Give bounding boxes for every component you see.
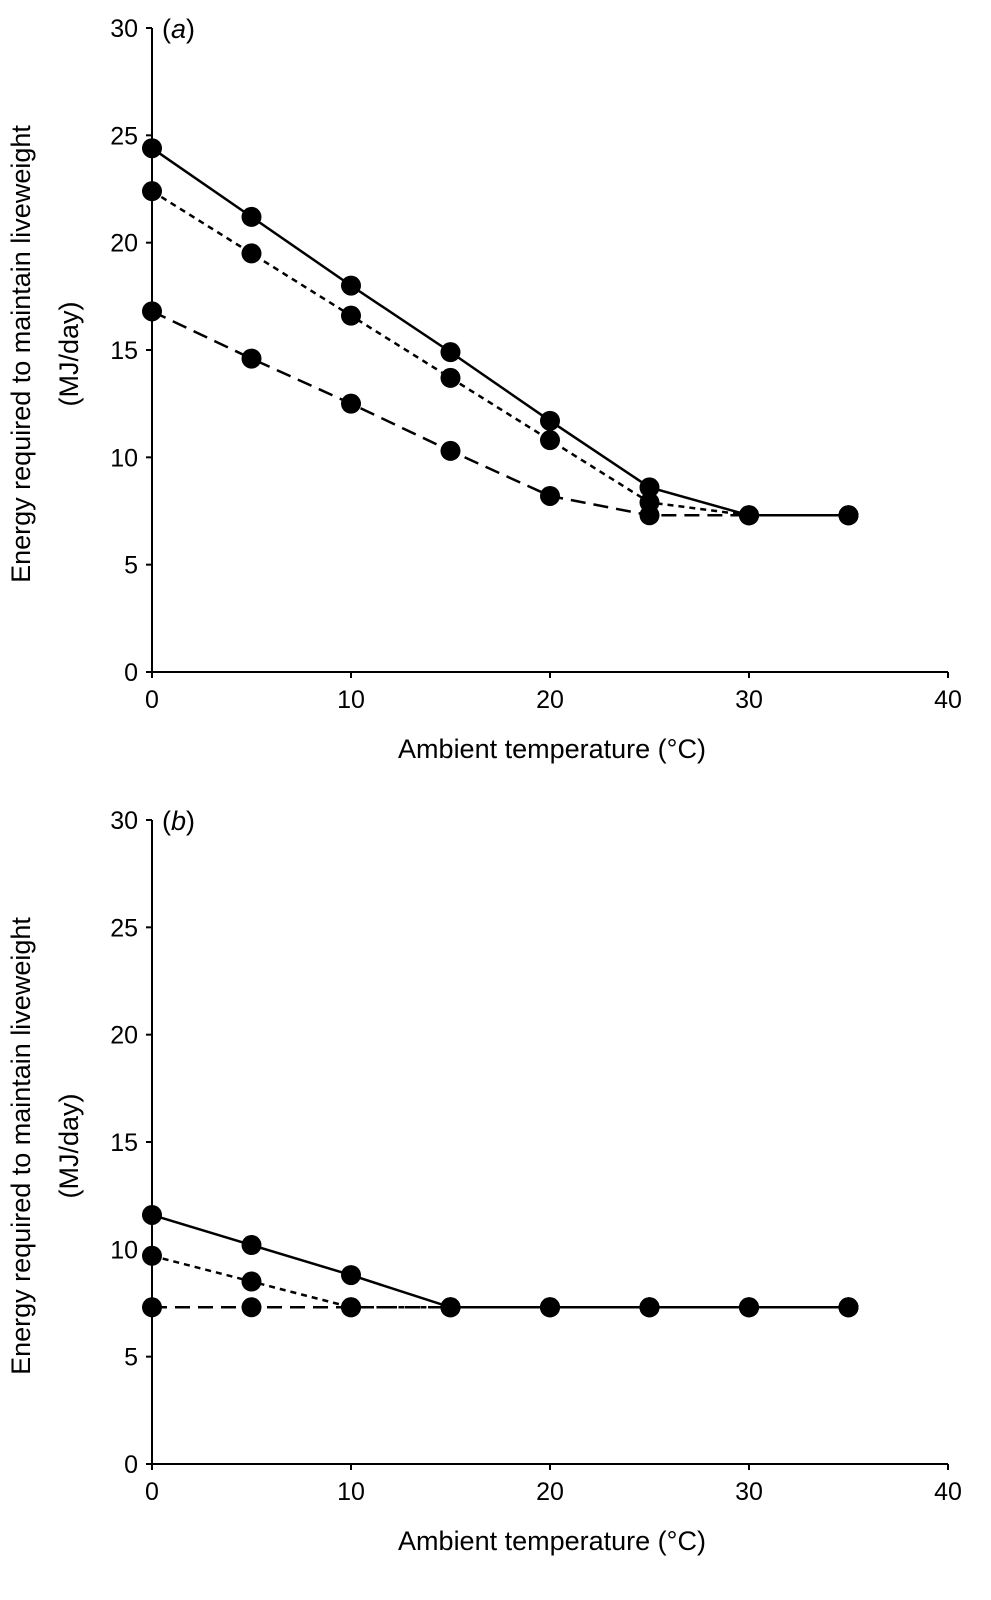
data-point-solid: [142, 1204, 162, 1225]
data-point-dotted: [241, 243, 262, 264]
x-tick-label: 10: [337, 686, 365, 714]
data-point-solid: [341, 1265, 361, 1286]
data-point-solid: [241, 1235, 262, 1256]
series-line-solid: [151, 147, 849, 517]
y-tick-label: 5: [124, 552, 138, 580]
y-tick-label: 15: [110, 1129, 138, 1157]
data-point-dashed: [639, 1297, 660, 1318]
y-tick-label: 0: [124, 659, 138, 687]
series-line-dotted: [151, 190, 849, 517]
data-point-solid: [440, 342, 461, 363]
panel-label: (b): [162, 806, 195, 836]
data-point-dashed: [739, 505, 759, 526]
data-point-solid: [341, 275, 361, 296]
data-point-dotted: [142, 1245, 162, 1266]
y-axis-title-line-1: Energy required to maintain liveweight: [6, 917, 36, 1375]
data-point-dashed: [241, 1297, 262, 1318]
y-tick-label: 25: [110, 122, 138, 150]
data-point-solid: [142, 138, 162, 159]
y-tick-label: 30: [110, 15, 138, 43]
panel-b: 0 5 10 15 20 25 30 0 10 20 30 40 Ambient temperature…: [6, 806, 962, 1556]
data-point-dashed: [241, 348, 262, 369]
data-point-dashed: [739, 1297, 759, 1318]
x-tick-label: 0: [145, 686, 159, 714]
data-point-dashed: [142, 301, 162, 322]
data-point-solid: [241, 206, 262, 227]
y-tick-label: 0: [124, 1451, 138, 1479]
x-tick-label: 40: [934, 686, 962, 714]
x-tick-label: 10: [337, 1478, 365, 1506]
data-point-dotted: [440, 367, 461, 388]
y-tick-label: 20: [110, 230, 138, 258]
y-tick-label: 20: [110, 1022, 138, 1050]
data-point-dashed: [440, 1297, 461, 1318]
y-tick-label: 30: [110, 807, 138, 835]
data-point-dashed: [540, 1297, 560, 1318]
data-point-dotted: [341, 305, 361, 326]
data-point-dashed: [341, 393, 361, 414]
x-tick-label: 40: [934, 1478, 962, 1506]
x-tick-label: 20: [536, 1478, 564, 1506]
data-point-dashed: [639, 505, 660, 526]
y-tick-label: 25: [110, 914, 138, 942]
data-point-dashed: [838, 1297, 859, 1318]
y-axis-title-line-2: (MJ/day): [54, 301, 84, 406]
x-axis-title: Ambient temperature (°C): [398, 1526, 706, 1556]
series-line-solid: [151, 1213, 849, 1309]
data-point-dashed: [142, 1297, 162, 1318]
panel-a: 0 5 10 15 20 25 30 0 10 20 30 40 Ambient temperature…: [6, 14, 962, 764]
data-point-dotted: [241, 1271, 262, 1292]
y-tick-label: 10: [110, 1236, 138, 1264]
x-tick-label: 30: [735, 686, 763, 714]
data-point-dashed: [540, 485, 560, 506]
data-point-solid: [540, 410, 560, 431]
data-point-solid: [639, 477, 660, 498]
data-point-dashed: [440, 440, 461, 461]
y-tick-label: 10: [110, 444, 138, 472]
y-tick-label: 5: [124, 1344, 138, 1372]
x-tick-label: 30: [735, 1478, 763, 1506]
series-line-dashed: [151, 310, 849, 517]
data-point-dotted: [540, 430, 560, 451]
x-tick-label: 20: [536, 686, 564, 714]
y-tick-label: 15: [110, 337, 138, 365]
data-point-dashed: [838, 505, 859, 526]
panel-label: (a): [162, 14, 195, 44]
data-point-dashed: [341, 1297, 361, 1318]
data-point-dotted: [142, 181, 162, 202]
x-tick-label: 0: [145, 1478, 159, 1506]
x-axis-title: Ambient temperature (°C): [398, 734, 706, 764]
y-axis-title-line-2: (MJ/day): [54, 1093, 84, 1198]
y-axis-title-line-1: Energy required to maintain liveweight: [6, 125, 36, 583]
